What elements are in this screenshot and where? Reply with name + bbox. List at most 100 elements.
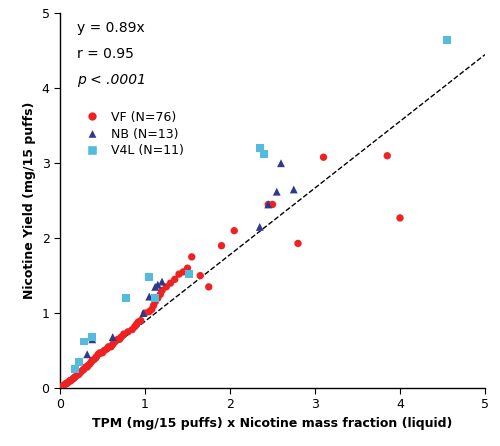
Point: [145, 293, 153, 300]
Point: [82, 363, 90, 371]
Y-axis label: Nicotine Yield (mg/15 puffs): Nicotine Yield (mg/15 puffs): [23, 102, 36, 299]
Point: [205, 283, 213, 290]
Point: [145, 273, 153, 281]
Point: [94, 351, 102, 358]
Text: p < .0001: p < .0001: [77, 73, 146, 87]
Point: [148, 306, 156, 313]
Point: [124, 328, 132, 335]
Point: [158, 287, 166, 294]
Point: [166, 280, 174, 287]
Point: [60, 381, 68, 388]
Point: [60, 382, 68, 389]
Point: [83, 363, 91, 371]
Point: [58, 383, 66, 390]
Point: [88, 358, 96, 365]
Point: [72, 373, 80, 380]
Point: [290, 186, 298, 193]
Point: [264, 201, 272, 208]
Point: [145, 308, 153, 315]
Point: [137, 317, 145, 324]
Point: [88, 357, 96, 364]
Point: [72, 366, 80, 373]
Point: [62, 380, 70, 387]
Point: [141, 310, 149, 317]
Point: [120, 330, 128, 338]
Point: [156, 291, 164, 298]
Point: [90, 356, 98, 363]
Point: [86, 360, 94, 368]
Point: [98, 349, 106, 356]
Point: [110, 339, 118, 347]
Point: [218, 242, 226, 249]
Point: [70, 375, 78, 382]
Point: [83, 351, 91, 358]
Point: [96, 349, 104, 356]
Legend: VF (N=76), NB (N=13), V4L (N=11): VF (N=76), NB (N=13), V4L (N=11): [75, 106, 189, 162]
Point: [74, 371, 82, 378]
X-axis label: TPM (mg/15 puffs) x Nicotine mass fraction (liquid): TPM (mg/15 puffs) x Nicotine mass fracti…: [92, 417, 452, 430]
Point: [150, 302, 158, 309]
Point: [108, 334, 116, 341]
Point: [88, 336, 96, 343]
Point: [66, 378, 74, 385]
Point: [80, 366, 88, 373]
Point: [74, 358, 82, 365]
Point: [264, 201, 272, 208]
Point: [107, 343, 115, 351]
Point: [256, 223, 264, 231]
Point: [132, 321, 140, 328]
Point: [175, 271, 183, 278]
Point: [80, 338, 88, 345]
Point: [273, 188, 281, 195]
Point: [131, 323, 139, 330]
Point: [184, 264, 192, 272]
Point: [64, 379, 72, 386]
Point: [188, 253, 196, 260]
Point: [140, 310, 147, 317]
Point: [108, 341, 116, 348]
Point: [171, 276, 179, 283]
Point: [88, 334, 96, 341]
Point: [92, 353, 100, 360]
Point: [79, 367, 87, 374]
Point: [154, 281, 162, 288]
Point: [92, 355, 100, 362]
Point: [162, 283, 170, 290]
Point: [260, 151, 268, 158]
Point: [70, 374, 78, 381]
Point: [103, 346, 111, 353]
Point: [100, 347, 108, 354]
Point: [443, 36, 451, 43]
Point: [383, 152, 391, 159]
Point: [294, 240, 302, 247]
Point: [179, 268, 187, 276]
Point: [320, 154, 328, 161]
Point: [151, 298, 159, 306]
Point: [128, 326, 136, 333]
Point: [68, 376, 77, 383]
Point: [76, 369, 84, 376]
Point: [114, 336, 122, 343]
Point: [117, 334, 125, 341]
Point: [256, 145, 264, 152]
Point: [116, 336, 124, 343]
Point: [230, 227, 238, 234]
Point: [134, 318, 142, 326]
Point: [268, 201, 276, 208]
Point: [151, 294, 159, 301]
Point: [64, 379, 72, 386]
Point: [77, 368, 85, 375]
Point: [104, 343, 112, 351]
Point: [73, 372, 81, 379]
Point: [66, 377, 74, 384]
Point: [84, 362, 92, 369]
Point: [61, 381, 69, 388]
Point: [122, 294, 130, 301]
Text: r = 0.95: r = 0.95: [77, 47, 134, 61]
Point: [277, 160, 285, 167]
Point: [158, 278, 166, 285]
Point: [185, 271, 193, 278]
Point: [76, 369, 84, 376]
Text: y = 0.89x: y = 0.89x: [77, 21, 145, 35]
Point: [154, 294, 162, 301]
